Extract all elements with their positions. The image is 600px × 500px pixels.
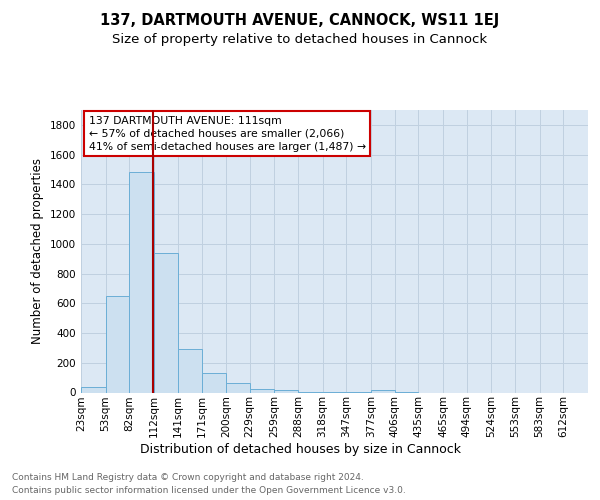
Bar [178,348,202,393]
Bar [81,386,106,392]
Y-axis label: Number of detached properties: Number of detached properties [31,158,44,344]
Text: Contains HM Land Registry data © Crown copyright and database right 2024.: Contains HM Land Registry data © Crown c… [12,472,364,482]
Bar [130,172,154,392]
Text: Distribution of detached houses by size in Cannock: Distribution of detached houses by size … [139,442,461,456]
Text: Contains public sector information licensed under the Open Government Licence v3: Contains public sector information licen… [12,486,406,495]
Bar [202,373,226,392]
Text: 137 DARTMOUTH AVENUE: 111sqm
← 57% of detached houses are smaller (2,066)
41% of: 137 DARTMOUTH AVENUE: 111sqm ← 57% of de… [89,116,366,152]
Bar [106,296,130,392]
Bar [371,390,395,392]
Bar [154,254,178,392]
Text: 137, DARTMOUTH AVENUE, CANNOCK, WS11 1EJ: 137, DARTMOUTH AVENUE, CANNOCK, WS11 1EJ [100,12,500,28]
Text: Size of property relative to detached houses in Cannock: Size of property relative to detached ho… [112,32,488,46]
Bar [274,390,298,392]
Bar [226,383,250,392]
Bar [250,389,274,392]
